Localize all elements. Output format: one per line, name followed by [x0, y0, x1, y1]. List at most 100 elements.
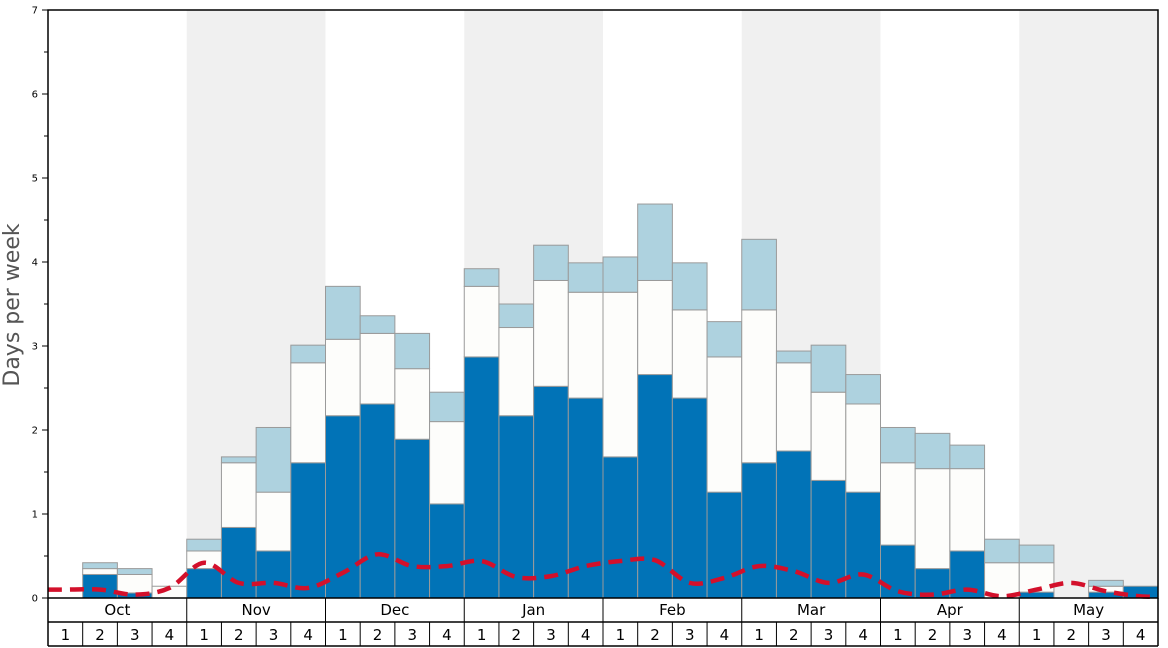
bar-light-11	[429, 391, 465, 423]
bar-white-18	[671, 309, 708, 399]
month-label-apr: Apr	[937, 601, 964, 619]
bar-light-18	[671, 262, 708, 311]
bar-white-12	[463, 285, 500, 358]
week-label: 2	[95, 626, 105, 644]
month-label-dec: Dec	[380, 601, 409, 619]
bar-white-13	[498, 327, 535, 417]
week-label: 3	[407, 626, 417, 644]
bar-dark-13	[498, 415, 535, 599]
week-label: 2	[928, 626, 938, 644]
axis-labels: Days per week	[0, 223, 25, 386]
week-label: 1	[338, 626, 348, 644]
week-label: 3	[824, 626, 834, 644]
week-label: 1	[893, 626, 903, 644]
week-label: 1	[477, 626, 487, 644]
shade-may	[1019, 10, 1158, 598]
bar-dark-14	[533, 385, 569, 599]
week-label: 1	[616, 626, 626, 644]
y-tick-label: 0	[32, 594, 38, 605]
bar-white-6	[255, 491, 292, 552]
bar-light-17	[637, 203, 673, 281]
axes: 0 1 2 3 4 5 6 7 Oct Nov Dec Jan Feb Mar Apr May 1 2 3 4 1 2 3 4…	[32, 6, 1159, 647]
bar-white-21	[775, 362, 812, 452]
bar-white-26	[949, 468, 986, 552]
bar-white-1	[82, 568, 118, 575]
bar-white-10	[394, 368, 431, 440]
bar-dark-16	[602, 456, 639, 599]
week-label: 1	[1032, 626, 1042, 644]
week-label: 2	[373, 626, 383, 644]
bar-white-2	[116, 573, 153, 594]
bar-dark-9	[359, 403, 396, 599]
bar-white-8	[325, 338, 361, 417]
bar-white-5	[220, 462, 257, 528]
bar-light-19	[706, 321, 743, 358]
month-label-jan: Jan	[521, 601, 545, 619]
bar-light-10	[394, 332, 431, 370]
week-label: 4	[581, 626, 591, 644]
average-line	[47, 552, 1159, 599]
y-tick-label: 5	[32, 174, 38, 185]
bar-white-22	[810, 391, 847, 481]
bar-dark-28	[1018, 591, 1055, 599]
week-label: 4	[303, 626, 313, 644]
y-tick-label: 7	[32, 6, 38, 17]
bar-light-8	[325, 285, 361, 340]
week-label: 3	[685, 626, 695, 644]
bar-white-23	[845, 403, 881, 493]
bar-light-22	[810, 344, 847, 393]
average-line-path	[47, 552, 1159, 599]
month-label-nov: Nov	[241, 601, 270, 619]
bar-white-19	[706, 356, 743, 493]
bar-white-20	[741, 309, 777, 464]
bar-light-15	[567, 262, 604, 293]
bar-dark-24	[880, 544, 916, 599]
bar-light-2	[116, 568, 153, 575]
week-label: 3	[269, 626, 279, 644]
bar-light-25	[914, 432, 951, 470]
bar-light-5	[220, 456, 257, 464]
week-label: 1	[754, 626, 764, 644]
bar-light-9	[359, 315, 396, 334]
bar-light-26	[949, 444, 986, 470]
bar-light-1	[82, 562, 118, 570]
week-label: 3	[1101, 626, 1111, 644]
week-label: 4	[997, 626, 1007, 644]
week-label: 4	[165, 626, 175, 644]
bar-dark-1	[82, 573, 118, 599]
bar-light-7	[290, 344, 326, 364]
week-label: 4	[720, 626, 730, 644]
bar-dark-12	[463, 356, 500, 599]
y-tick-label: 2	[32, 426, 38, 437]
y-tick-label: 1	[32, 510, 38, 521]
bar-white-9	[359, 332, 396, 405]
bar-dark-7	[290, 462, 326, 599]
bar-white-11	[429, 421, 465, 505]
bar-dark-17	[637, 374, 673, 599]
bar-light-13	[498, 303, 535, 329]
bar-light-16	[602, 256, 639, 293]
week-label: 2	[1067, 626, 1077, 644]
bar-dark-10	[394, 438, 431, 599]
bar-white-25	[914, 468, 951, 570]
week-label: 3	[546, 626, 556, 644]
bar-white-24	[880, 462, 916, 546]
month-label-may: May	[1073, 601, 1104, 619]
week-label: 2	[234, 626, 244, 644]
bar-light-27	[984, 538, 1020, 564]
bar-light-23	[845, 374, 881, 405]
week-label: 2	[650, 626, 660, 644]
bar-light-12	[463, 268, 500, 287]
month-label-mar: Mar	[797, 601, 826, 619]
y-tick-label: 3	[32, 342, 38, 353]
week-label: 2	[512, 626, 522, 644]
month-label-oct: Oct	[104, 601, 130, 619]
week-label: 3	[130, 626, 140, 644]
week-label: 2	[789, 626, 799, 644]
bar-light-24	[880, 426, 916, 464]
month-label-feb: Feb	[659, 601, 686, 619]
bar-dark-11	[429, 503, 465, 599]
y-tick-label: 4	[32, 258, 38, 269]
bar-light-28	[1018, 544, 1055, 564]
bar-dark-20	[741, 462, 777, 599]
